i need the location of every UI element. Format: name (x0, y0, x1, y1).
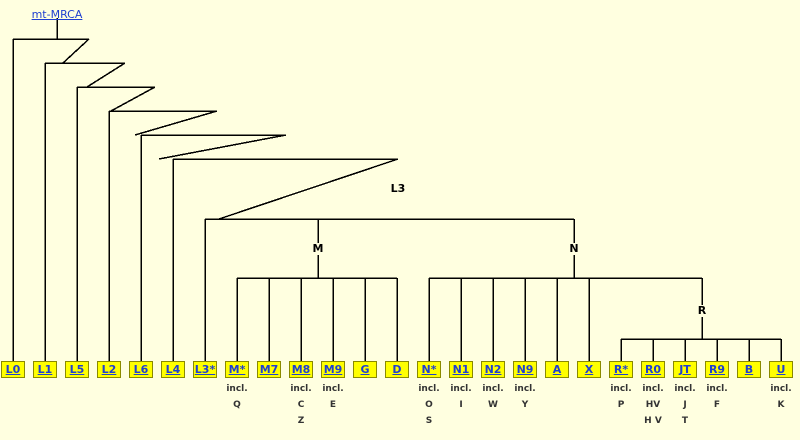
haplogroup-l3-star[interactable]: L3* (193, 361, 217, 378)
haplogroup-n1[interactable]: N1 (449, 361, 473, 378)
include-text: J (683, 400, 687, 410)
haplogroup-l5[interactable]: L5 (65, 361, 89, 378)
include-text: K (777, 400, 785, 410)
include-text: incl. (322, 384, 344, 394)
include-text: Z (297, 416, 305, 426)
haplogroup-u-includes: incl. K (761, 381, 800, 413)
haplogroup-m-star[interactable]: M* (225, 361, 249, 378)
root-link-mt-mrca[interactable]: mt-MRCA (31, 8, 83, 21)
include-text: E (329, 400, 337, 410)
node-label-l3: L3 (389, 182, 407, 195)
haplogroup-b[interactable]: B (737, 361, 761, 378)
haplogroup-n-star[interactable]: N* (417, 361, 441, 378)
haplogroup-r-star-includes: incl. P (601, 381, 641, 413)
haplogroup-r0-includes: incl. HV H V (633, 381, 673, 429)
include-text: P (617, 400, 625, 410)
haplogroup-g[interactable]: G (353, 361, 377, 378)
haplogroup-m8-includes: incl. C Z (281, 381, 321, 429)
haplogroup-a[interactable]: A (545, 361, 569, 378)
include-text: incl. (674, 384, 696, 394)
include-text: Q (233, 400, 241, 410)
haplogroup-u[interactable]: U (769, 361, 793, 378)
include-text: H V (644, 416, 662, 426)
haplogroup-m9[interactable]: M9 (321, 361, 345, 378)
include-text: O (425, 400, 433, 410)
include-text: incl. (770, 384, 792, 394)
include-text: incl. (642, 384, 664, 394)
haplogroup-l0[interactable]: L0 (1, 361, 25, 378)
haplogroup-r0[interactable]: R0 (641, 361, 665, 378)
haplogroup-n2-includes: incl. W (473, 381, 513, 413)
haplogroup-n2[interactable]: N2 (481, 361, 505, 378)
haplogroup-r9-includes: incl. F (697, 381, 737, 413)
include-text: C (297, 400, 305, 410)
haplogroup-n9-includes: incl. Y (505, 381, 545, 413)
haplogroup-l1[interactable]: L1 (33, 361, 57, 378)
include-text: incl. (482, 384, 504, 394)
include-text: Y (521, 400, 529, 410)
include-text: incl. (226, 384, 248, 394)
haplogroup-jt[interactable]: JT (673, 361, 697, 378)
include-text: incl. (290, 384, 312, 394)
include-text: incl. (514, 384, 536, 394)
include-text: W (488, 400, 498, 410)
node-label-r: R (696, 304, 708, 317)
haplogroup-r9[interactable]: R9 (705, 361, 729, 378)
haplogroup-x[interactable]: X (577, 361, 601, 378)
include-text: incl. (450, 384, 472, 394)
include-text: incl. (706, 384, 728, 394)
haplogroup-l2[interactable]: L2 (97, 361, 121, 378)
haplogroup-n-star-includes: incl. O S (409, 381, 449, 429)
node-label-n: N (568, 242, 580, 255)
haplogroup-m7[interactable]: M7 (257, 361, 281, 378)
include-text: incl. (418, 384, 440, 394)
haplogroup-l6[interactable]: L6 (129, 361, 153, 378)
include-text: S (425, 416, 433, 426)
node-label-m: M (311, 242, 325, 255)
haplogroup-m8[interactable]: M8 (289, 361, 313, 378)
haplogroup-m9-includes: incl. E (313, 381, 353, 413)
include-text: F (713, 400, 721, 410)
include-text: I (459, 400, 463, 410)
include-text: incl. (610, 384, 632, 394)
haplogroup-r-star[interactable]: R* (609, 361, 633, 378)
haplogroup-jt-includes: incl. J T (665, 381, 705, 429)
include-text: T (681, 416, 689, 426)
haplogroup-n1-includes: incl. I (441, 381, 481, 413)
haplogroup-d[interactable]: D (385, 361, 409, 378)
haplogroup-m-star-includes: incl. Q (217, 381, 257, 413)
haplogroup-n9[interactable]: N9 (513, 361, 537, 378)
haplogroup-l4[interactable]: L4 (161, 361, 185, 378)
include-text: HV (645, 400, 661, 410)
